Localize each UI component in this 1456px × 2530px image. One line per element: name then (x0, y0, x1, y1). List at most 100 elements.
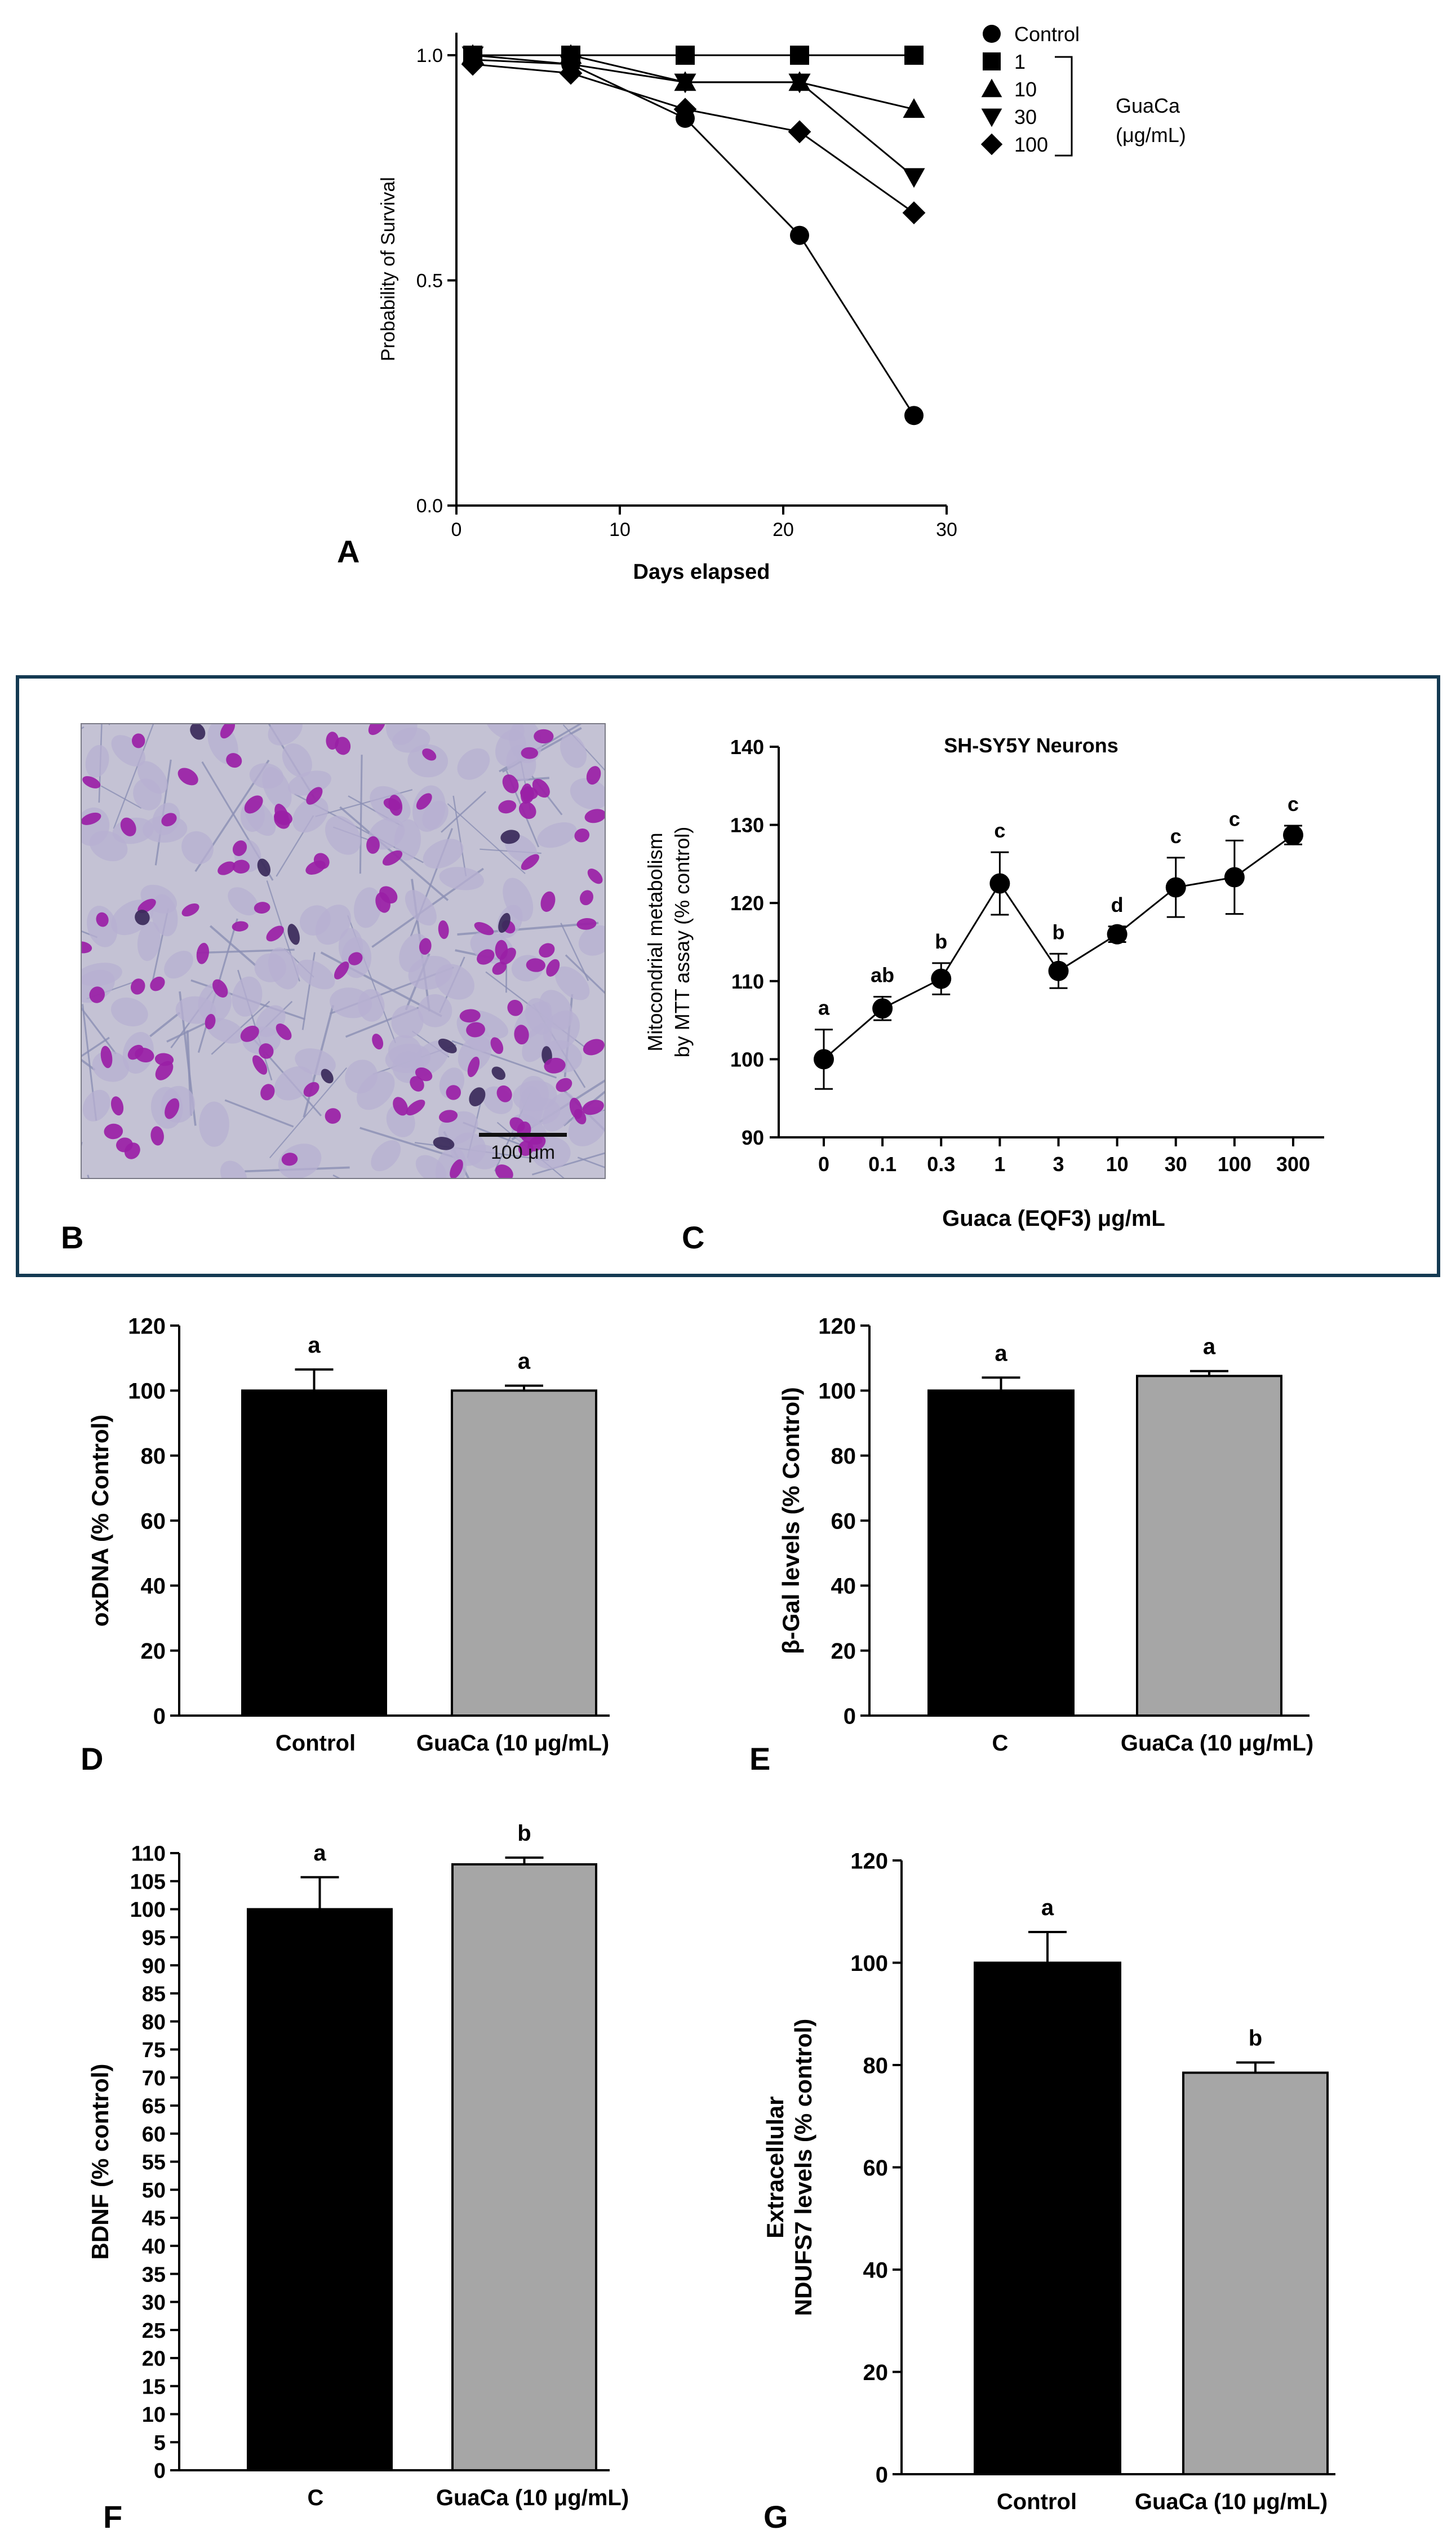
y-axis-label: Probability of Survival (378, 177, 399, 361)
neurite (447, 803, 526, 874)
neurite (452, 795, 467, 876)
data-point-1 (676, 45, 695, 65)
cell-nucleus (348, 952, 363, 965)
y-tick-label: 85 (142, 1983, 166, 2006)
neurite (82, 1036, 110, 1057)
y-tick-label: 120 (850, 1849, 888, 1873)
cell-nucleus (415, 1067, 433, 1082)
cell-body (282, 743, 312, 777)
bar (974, 1961, 1121, 2475)
cell-body (358, 989, 385, 1022)
chart-title: SH-SY5Y Neurons (944, 734, 1118, 757)
data-point-100 (461, 52, 485, 76)
cell-body (175, 996, 216, 1024)
x-tick-label: 10 (609, 519, 631, 540)
cell-nucleus (459, 1009, 481, 1023)
cell-body (85, 745, 109, 778)
cell-body (82, 1089, 110, 1122)
significance-letter: c (994, 819, 1005, 842)
legend-label-1: 1 (1014, 50, 1026, 73)
data-point-1 (790, 45, 809, 65)
panel-label-e: E (749, 1741, 770, 1776)
cell-nucleus (226, 753, 242, 768)
neurite (269, 1067, 348, 1159)
y-tick-label: 0 (876, 2462, 888, 2487)
cell-nucleus (110, 1096, 124, 1116)
cell-nucleus (82, 812, 101, 825)
cell-nucleus (520, 783, 532, 804)
panel-label-b: B (61, 1220, 83, 1255)
x-tick-label: 0 (451, 519, 462, 540)
legend-group-label: GuaCa (1116, 94, 1180, 117)
cell-body (537, 822, 577, 848)
cell-body (570, 778, 605, 810)
cell-nucleus (205, 1014, 216, 1030)
y-axis-label: oxDNA (% Control) (87, 1415, 113, 1627)
cell-nucleus (586, 766, 601, 785)
cell-nucleus (96, 912, 109, 927)
legend-label-100: 100 (1014, 133, 1048, 156)
y-tick-label: 80 (142, 2010, 166, 2034)
y-tick-label: 0.5 (416, 270, 443, 291)
data-point-10 (903, 98, 925, 118)
cell-nucleus (540, 891, 556, 912)
x-axis-label: Days elapsed (633, 560, 770, 584)
significance-letter: b (1053, 920, 1065, 943)
data-point (814, 1049, 834, 1070)
cell-nucleus (579, 890, 594, 906)
neurite (565, 954, 605, 994)
data-point-control (790, 225, 809, 245)
cell-nucleus (446, 1085, 461, 1100)
cell-nucleus (569, 1097, 583, 1119)
y-tick-label: 50 (142, 2179, 166, 2203)
cell-body (353, 887, 381, 928)
y-tick-label: 20 (831, 1639, 856, 1664)
legend-bracket (1055, 56, 1073, 157)
significance-letter: a (818, 996, 830, 1020)
cell-nucleus (576, 918, 597, 930)
cell-nucleus (100, 1045, 113, 1069)
cell-body (228, 887, 259, 916)
chart-a: 0.0 0.5 1.0 0 10 20 30 Days elapsed Probability … (378, 23, 1186, 584)
cell-nucleus (181, 903, 199, 917)
cell-nucleus (574, 828, 590, 843)
cell-nucleus (499, 947, 516, 965)
cell-nucleus (466, 1022, 485, 1038)
cell-nucleus (254, 902, 270, 914)
cell-nucleus (410, 1076, 424, 1092)
cell-body (458, 1035, 492, 1073)
cell-nucleus (474, 922, 494, 936)
bar (927, 1389, 1075, 1717)
x-tick-label: GuaCa (10 μg/mL) (436, 2485, 629, 2510)
significance-letter: c (1170, 825, 1182, 848)
cell-body (418, 994, 452, 1027)
cell-body (268, 724, 303, 746)
cell-nucleus (388, 795, 403, 816)
y-tick-label: 60 (141, 1509, 166, 1534)
data-point-30 (674, 73, 696, 94)
cell-nucleus (252, 1055, 268, 1075)
y-tick-label: 0 (844, 1704, 856, 1729)
cell-nucleus (104, 1123, 123, 1140)
cell-body (560, 734, 587, 768)
chart-f: 0 5 10 15 20 25 30 35 40 45 50 55 60 65 70 75 80 85 90 95 10… (87, 1821, 629, 2510)
cell-nucleus (419, 938, 432, 955)
cell-nucleus (303, 1082, 319, 1097)
cell-body (110, 997, 148, 1027)
cell-nucleus (130, 978, 145, 995)
cell-nucleus (582, 1100, 604, 1115)
cell-nucleus (496, 1085, 512, 1102)
data-point-30 (903, 168, 925, 188)
y-tick-label: 5 (154, 2431, 166, 2455)
y-tick-label: 90 (742, 1126, 764, 1149)
cell-body (579, 925, 605, 956)
cell-nucleus (212, 979, 228, 998)
y-tick-label: 60 (863, 2156, 889, 2181)
cell-body (232, 976, 263, 1017)
neurite (577, 1157, 605, 1168)
x-tick-label: GuaCa (10 μg/mL) (1121, 1731, 1313, 1756)
significance-letter: d (1111, 893, 1124, 916)
data-point-100 (902, 201, 926, 225)
cell-nucleus (325, 1108, 341, 1124)
scale-bar: 100 μm (479, 1133, 567, 1163)
